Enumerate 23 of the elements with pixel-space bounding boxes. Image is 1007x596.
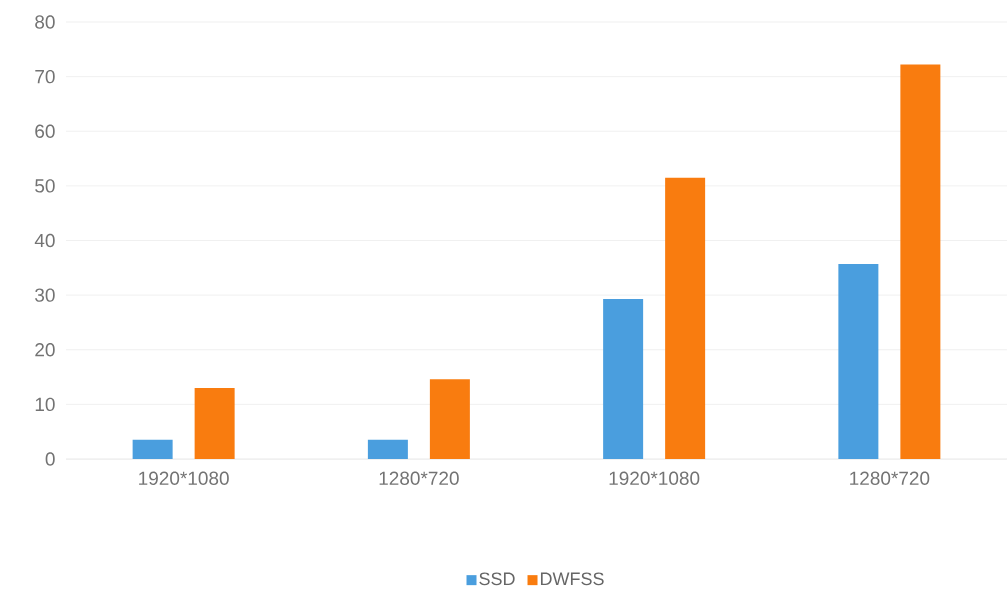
x-tick-label: 1280*720 — [379, 471, 459, 485]
bar — [132, 439, 173, 459]
y-tick-label: 80 — [35, 15, 55, 29]
x-tick-label: 1920*1080 — [139, 471, 229, 485]
bar — [665, 177, 706, 459]
bar — [603, 298, 644, 459]
x-tick-label: 1920*1080 — [609, 471, 700, 485]
bar — [429, 379, 470, 459]
x-tick-label: 1280*720 — [850, 471, 930, 485]
legend-label: DWFSS — [540, 572, 604, 586]
y-tick-label: 30 — [35, 288, 55, 302]
bar — [900, 64, 941, 459]
y-tick-label: 20 — [35, 343, 55, 357]
y-tick-label: 10 — [35, 397, 55, 412]
y-tick-label: 0 — [45, 452, 55, 466]
y-tick-label: 60 — [35, 124, 55, 138]
bar — [367, 439, 408, 459]
y-tick-label: 70 — [35, 69, 55, 84]
bar — [838, 263, 879, 459]
y-tick-label: 50 — [35, 179, 55, 193]
legend-label: SSD — [479, 572, 515, 586]
bar — [194, 387, 235, 459]
y-tick-label: 40 — [34, 233, 55, 248]
